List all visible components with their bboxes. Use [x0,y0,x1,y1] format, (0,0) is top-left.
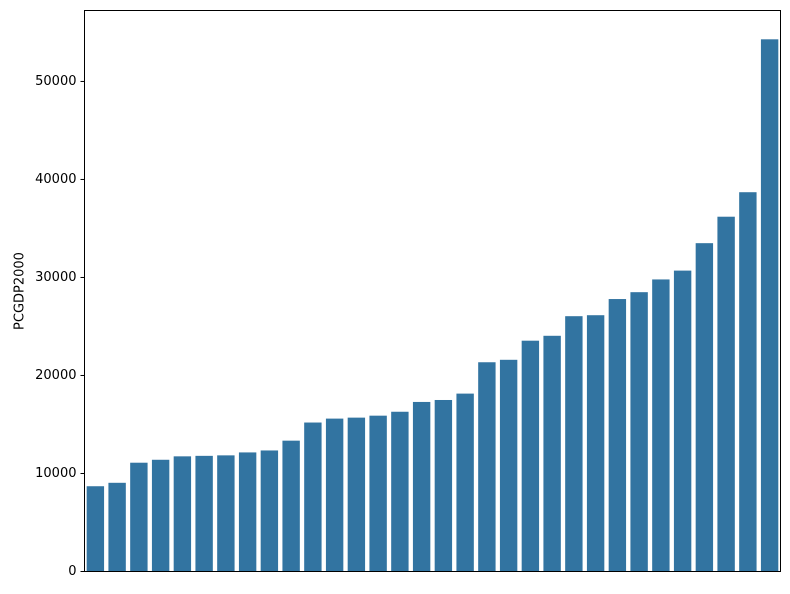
bar [130,462,148,572]
y-tick-label: 0 [68,564,76,579]
bar [217,455,235,572]
bar [260,450,279,572]
bar [108,482,126,572]
bar [456,393,474,572]
bar [565,316,583,572]
bar [369,415,387,572]
bar [347,417,366,572]
bar [391,411,409,572]
bar [434,399,453,572]
bar [673,270,692,572]
y-tick-label: 40000 [35,172,76,187]
y-axis-ticks: 0 10000 20000 30000 40000 50000 [35,74,85,579]
y-tick-label: 30000 [35,270,76,285]
bar [717,216,735,572]
bar [695,243,714,572]
bars-layer [86,39,779,572]
bar [478,362,496,572]
bar [760,39,779,572]
bar [238,452,257,572]
bar [173,456,192,572]
y-axis-label: PCGDP2000 [13,252,28,330]
bar [195,455,213,572]
y-tick-label: 20000 [35,368,76,383]
bar [499,359,518,572]
bar [739,192,757,572]
bar [521,340,540,572]
bar [586,315,605,572]
bar [151,459,170,572]
bar [325,418,344,572]
bar [543,335,561,572]
bar [630,292,648,572]
bar [304,422,322,572]
plot-frame [84,10,781,572]
bar [282,440,300,572]
bar [412,401,431,572]
bar [608,299,627,572]
bar [652,279,670,572]
bar [86,486,105,572]
y-tick-label: 10000 [35,466,76,481]
y-tick-label: 50000 [35,74,76,89]
